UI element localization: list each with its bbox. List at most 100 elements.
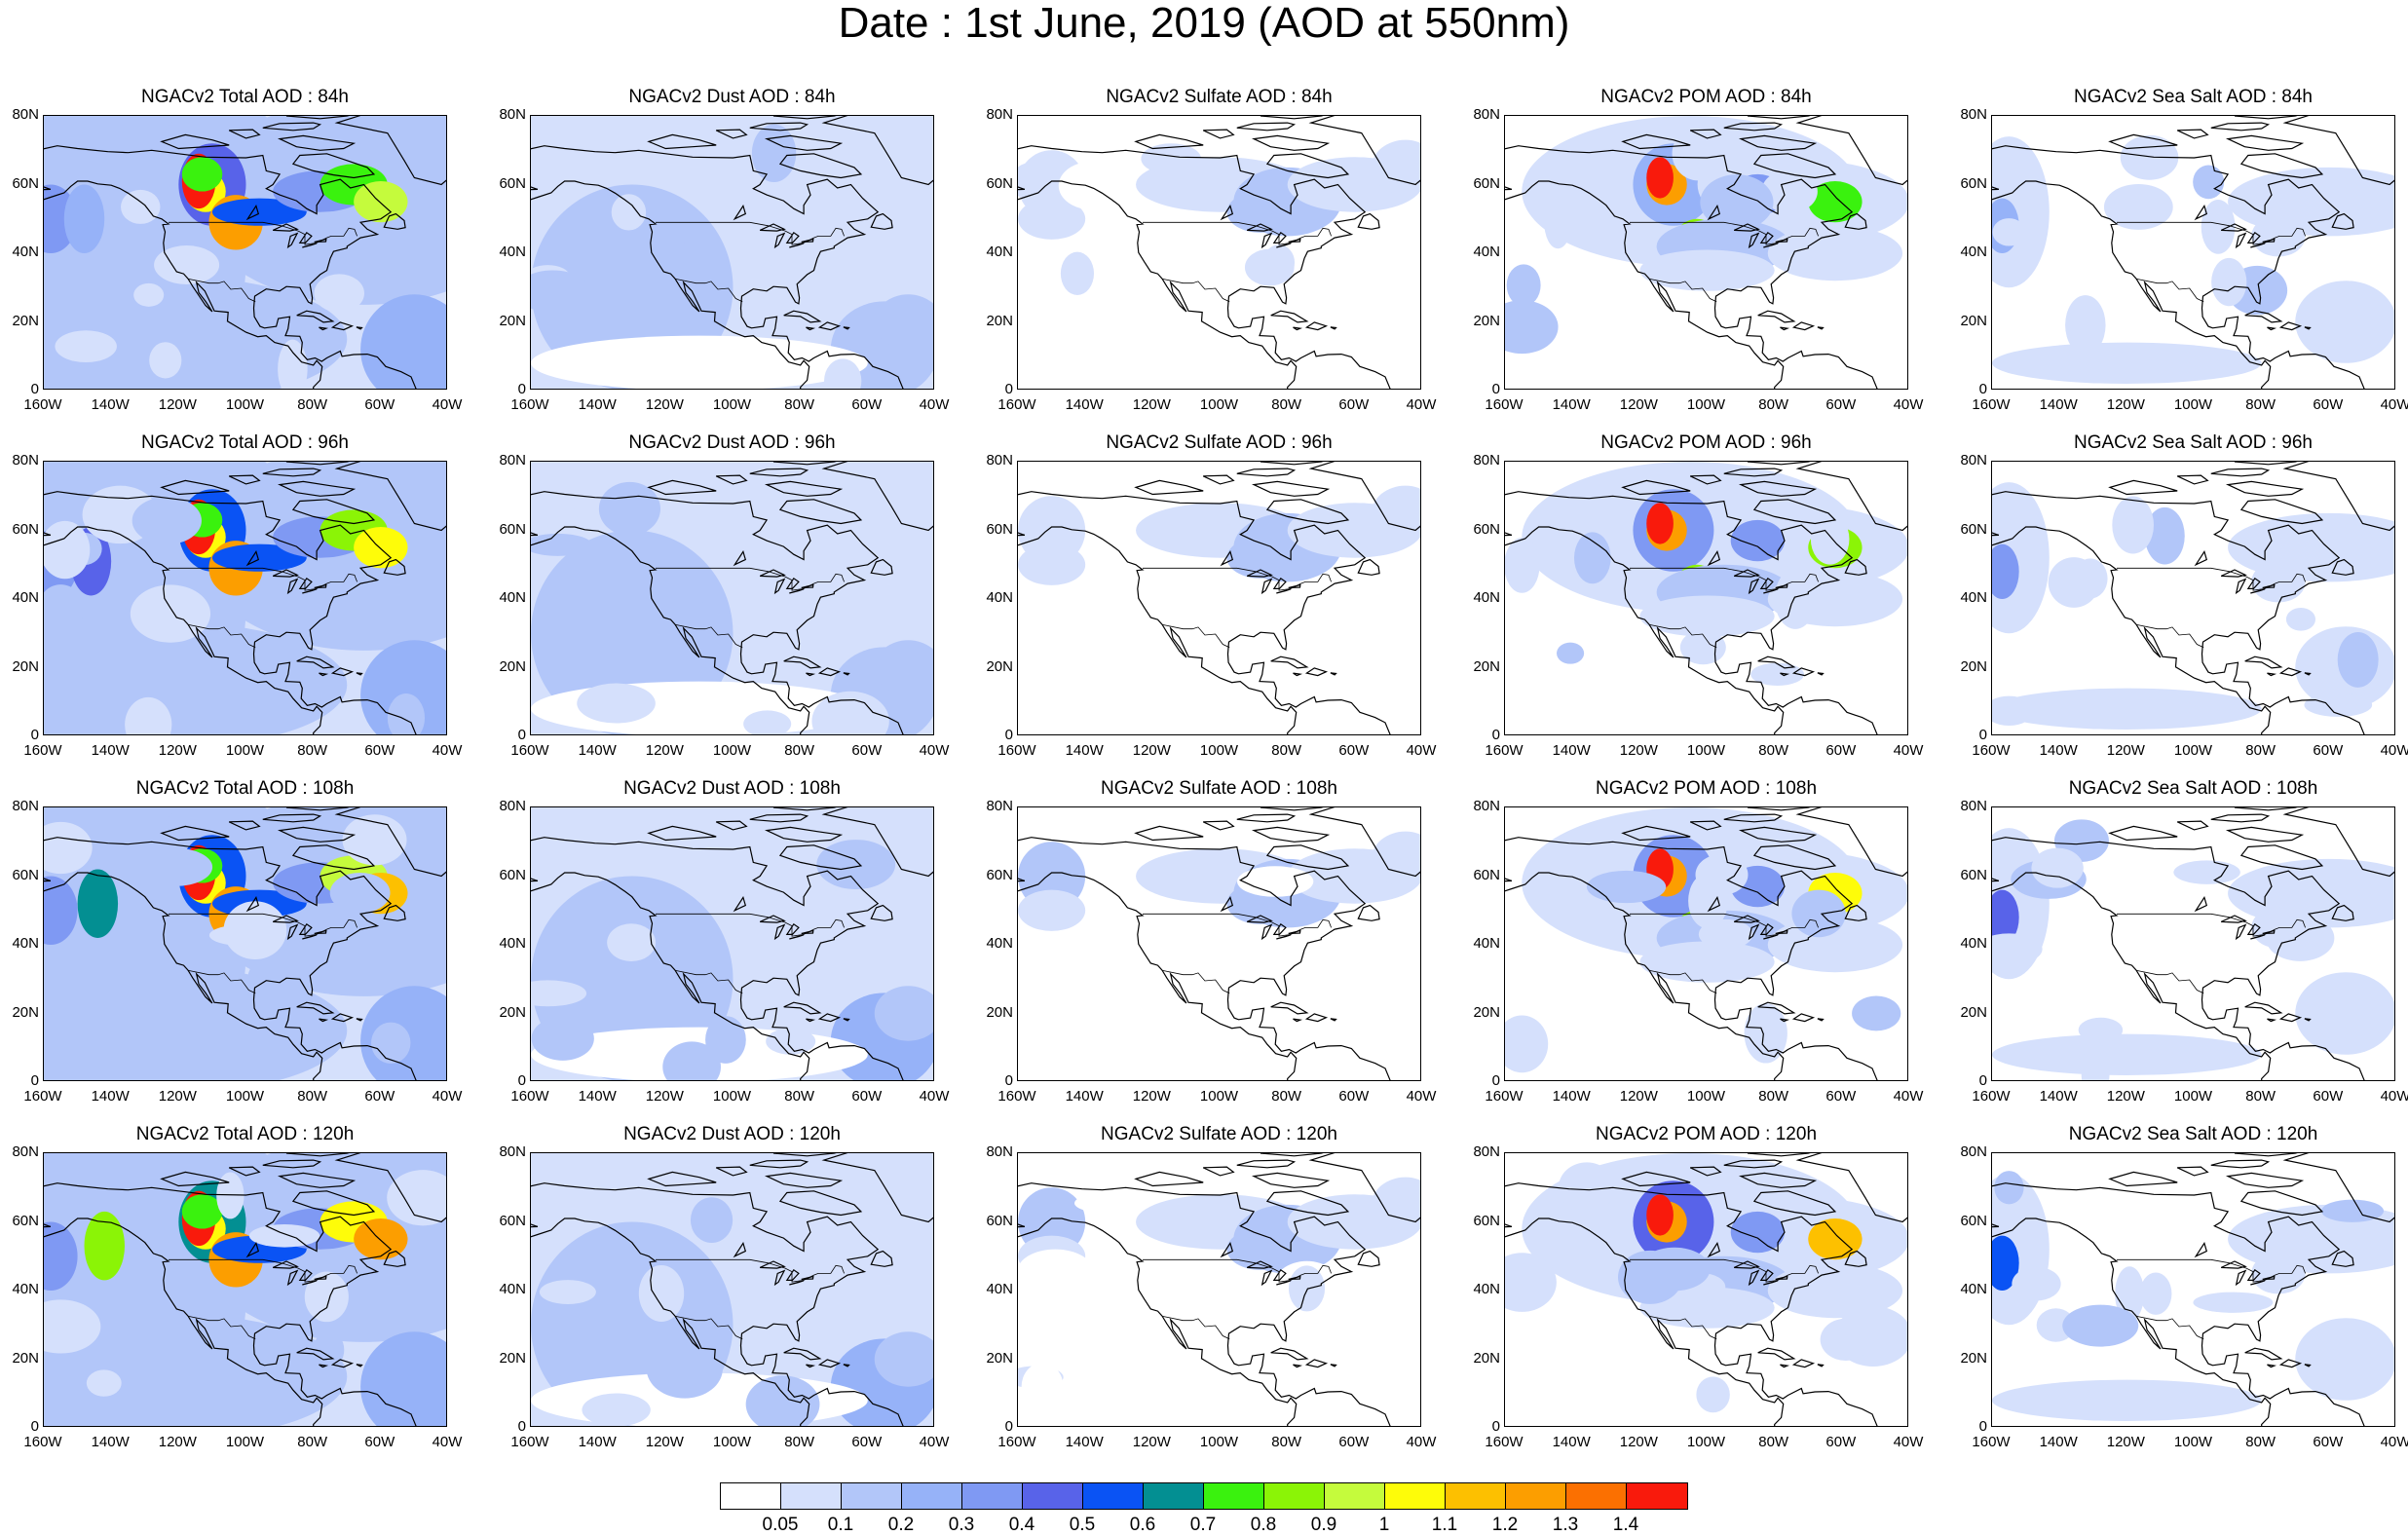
lake-outline <box>298 231 313 244</box>
island-outline <box>821 462 933 532</box>
lat-tick-label: 40N <box>986 1281 1013 1297</box>
aod-cell <box>2081 1041 2110 1080</box>
lake-outline <box>733 895 747 913</box>
us-canada-border <box>656 221 845 245</box>
colorbar-swatch <box>1385 1483 1446 1509</box>
us-mexico-border <box>2136 1316 2204 1340</box>
lon-tick-label: 140W <box>91 1434 130 1450</box>
island-outline <box>2278 1013 2303 1023</box>
lat-tick-label: 40N <box>1960 935 1987 952</box>
lake-outline <box>286 232 299 249</box>
aod-cell <box>531 533 592 556</box>
lon-tick-label: 120W <box>1132 396 1171 413</box>
panel-title: NGACv2 Sulfate AOD : 96h <box>1106 432 1333 453</box>
island-outline <box>870 904 893 921</box>
island-outline <box>1270 310 1309 323</box>
aod-cell <box>132 497 202 545</box>
island-outline <box>1304 321 1329 331</box>
us-mexico-border <box>188 279 256 303</box>
lake-outline <box>245 204 260 221</box>
aod-cell <box>2103 184 2173 230</box>
lake-outline <box>1707 895 1721 913</box>
panel-title: NGACv2 Total AOD : 96h <box>141 432 349 453</box>
island-outline <box>2267 672 2277 677</box>
us-canada-border <box>169 913 357 937</box>
island-outline <box>821 807 933 878</box>
island-outline <box>334 807 446 878</box>
lat-tick-label: 20N <box>986 1349 1013 1367</box>
island-outline <box>2244 310 2283 323</box>
island-outline <box>277 1172 357 1188</box>
island-outline <box>160 479 230 496</box>
island-outline <box>764 1172 844 1188</box>
lon-tick-label: 60W <box>1338 396 1370 413</box>
aod-map <box>43 806 447 1081</box>
colorbar-swatch <box>1204 1483 1264 1509</box>
island-outline <box>277 826 357 843</box>
colorbar-label: 0.05 <box>762 1515 799 1535</box>
lon-tick-label: 100W <box>1199 1088 1239 1105</box>
aod-cell <box>1244 248 1295 286</box>
island-outline <box>1251 826 1331 843</box>
aod-cell <box>1558 1162 1615 1214</box>
island-outline <box>291 153 376 179</box>
island-outline <box>1236 813 1297 823</box>
lon-tick-label: 60W <box>2313 396 2344 413</box>
colorbar-swatch <box>1627 1483 1687 1509</box>
aod-cell <box>2062 1304 2139 1347</box>
lon-tick-label: 40W <box>432 396 463 413</box>
aod-cell <box>1226 537 1295 579</box>
lat-tick-label: 20N <box>1473 1349 1500 1367</box>
lon-tick-label: 160W <box>1485 396 1524 413</box>
lat-tick-label: 0 <box>1004 727 1013 743</box>
aod-cell <box>1646 157 1674 199</box>
lon-tick-label: 120W <box>1619 1434 1658 1450</box>
aod-cell <box>1992 543 2019 599</box>
aod-cell <box>611 194 647 231</box>
aod-cell <box>1992 1033 2262 1075</box>
lon-tick-label: 100W <box>712 396 752 413</box>
island-outline <box>1738 826 1818 843</box>
coastline <box>531 837 904 1080</box>
island-outline <box>319 1018 329 1023</box>
lake-outline <box>298 577 313 589</box>
island-outline <box>806 672 816 677</box>
lon-tick-label: 80W <box>784 1088 815 1105</box>
island-outline <box>1357 904 1380 921</box>
island-outline <box>160 133 230 150</box>
aod-cell <box>2144 506 2185 565</box>
lon-tick-label: 100W <box>712 742 752 759</box>
lon-tick-label: 40W <box>1406 742 1437 759</box>
lat-tick-label: 60N <box>12 866 39 883</box>
island-outline <box>764 134 844 151</box>
us-canada-border <box>656 913 845 937</box>
lon-tick-label: 140W <box>578 1434 617 1450</box>
aod-cell <box>1852 995 1901 1031</box>
lat-tick-label: 60N <box>499 1212 526 1229</box>
lon-tick-label: 100W <box>1686 396 1726 413</box>
aod-cell <box>2193 1292 2274 1313</box>
colorbar-label: 0.6 <box>1129 1515 1156 1535</box>
island-outline <box>1689 129 1722 139</box>
island-outline <box>2225 134 2305 151</box>
island-outline <box>843 326 850 330</box>
lat-tick-label: 80N <box>986 1143 1013 1160</box>
map-panel: NGACv2 Dust AOD : 96h 80N 60N 40N 20N 0 160W 14… <box>499 432 949 759</box>
aod-cell <box>44 622 348 734</box>
aod-cell <box>2295 281 2394 363</box>
lon-tick-label: 140W <box>2039 1434 2078 1450</box>
aod-cell <box>371 1022 411 1064</box>
lake-outline <box>1759 577 1774 589</box>
lake-outline <box>733 1241 747 1258</box>
aod-cell <box>539 1280 596 1304</box>
island-outline <box>1251 134 1331 151</box>
island-outline <box>1357 558 1380 576</box>
island-outline <box>330 667 355 677</box>
lake-outline <box>773 232 786 249</box>
lon-tick-label: 60W <box>1825 1088 1857 1105</box>
lake-outline <box>2235 1269 2247 1287</box>
aod-cell <box>44 968 348 1080</box>
lake-outline <box>314 929 327 934</box>
island-outline <box>1752 499 1837 525</box>
lat-tick-label: 60N <box>986 174 1013 192</box>
